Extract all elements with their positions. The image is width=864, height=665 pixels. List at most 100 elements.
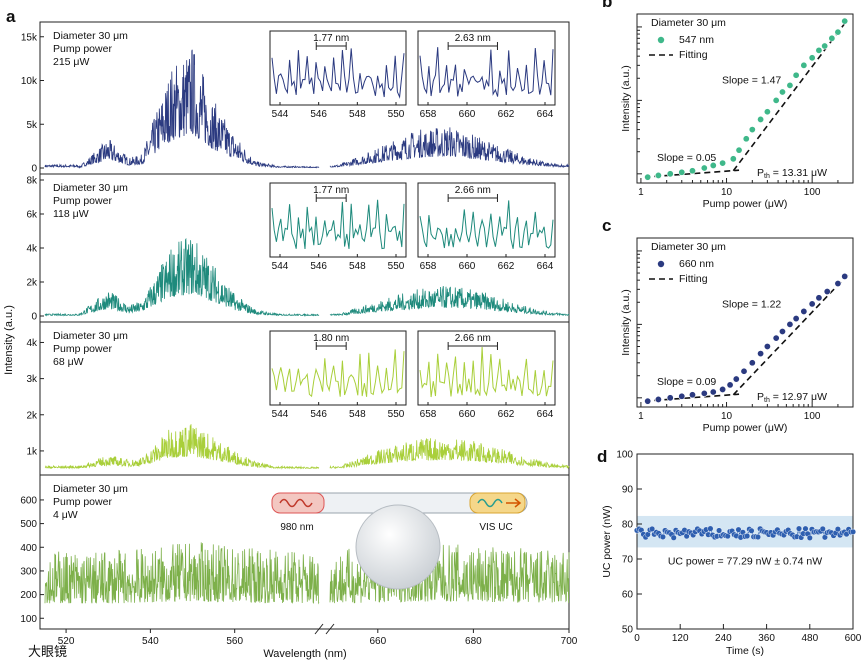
- data-point: [659, 533, 666, 540]
- inset-spectrum: [271, 349, 405, 398]
- data-point: [823, 288, 831, 296]
- legend-title: Diameter 30 μm: [651, 241, 726, 253]
- data-point: [732, 375, 740, 383]
- data-point: [666, 170, 674, 178]
- legend-marker: [657, 36, 665, 44]
- data-point: [815, 294, 823, 302]
- data-point: [716, 527, 723, 534]
- inset-xtick-label: 658: [420, 409, 437, 420]
- inset-xtick-label: 544: [272, 109, 289, 120]
- panel-a-label: a: [6, 7, 16, 26]
- data-point: [786, 320, 794, 328]
- inset-frame: [417, 30, 556, 106]
- xtick-label: 10: [721, 411, 733, 422]
- data-point: [763, 342, 771, 350]
- data-point: [792, 315, 800, 323]
- inset-xtick-label: 660: [459, 409, 476, 420]
- data-point: [808, 300, 816, 308]
- inset-xtick-label: 662: [498, 109, 515, 120]
- panel-a-ytick-label: 500: [20, 519, 37, 530]
- data-point: [740, 367, 748, 375]
- xtick-label: 1: [638, 187, 644, 198]
- data-point: [644, 173, 652, 181]
- panel-a-ytick-label: 5k: [26, 120, 38, 131]
- panel-a-ytick-label: 3k: [26, 374, 38, 385]
- legend-marker: [657, 260, 665, 268]
- inset-xtick-label: 662: [498, 409, 515, 420]
- data-point: [834, 28, 842, 36]
- data-point: [748, 527, 755, 534]
- data-point: [654, 171, 662, 179]
- inset-spectrum: [419, 346, 554, 398]
- legend-text: Diameter 30 μm: [53, 182, 128, 194]
- data-point: [709, 388, 717, 396]
- data-point: [666, 394, 674, 402]
- peak-spacing-label: 2.66 nm: [455, 333, 491, 344]
- legend-text: 4 μW: [53, 509, 78, 521]
- inset-xtick-label: 664: [537, 109, 554, 120]
- panel-c-frame: [636, 237, 854, 408]
- panel-a-ytick-label: 4k: [26, 244, 38, 255]
- legend-text: 68 μW: [53, 356, 84, 368]
- schematic-label-left: 980 nm: [280, 522, 313, 533]
- xtick-label: 240: [715, 633, 732, 644]
- data-point: [709, 161, 717, 169]
- xtick-label: 120: [672, 633, 689, 644]
- data-point: [841, 272, 849, 280]
- data-point: [850, 528, 857, 535]
- data-point: [757, 350, 765, 358]
- panel-a-xtick-label: 540: [142, 636, 159, 647]
- ytick-label: 80: [622, 520, 634, 531]
- data-point: [796, 525, 803, 532]
- inset-xtick-label: 660: [459, 261, 476, 272]
- spectrum-line: [44, 49, 320, 169]
- legend-text: 118 μW: [53, 208, 89, 220]
- xtick-label: 100: [804, 411, 821, 422]
- inset-xtick-label: 662: [498, 261, 515, 272]
- data-point: [726, 381, 734, 389]
- panel-a-ytick-label: 10k: [21, 76, 38, 87]
- inset-spectrum: [271, 48, 405, 99]
- data-point: [802, 525, 809, 532]
- panel-a-xtick-label: 560: [226, 636, 243, 647]
- data-point: [735, 146, 743, 154]
- panel-a-ytick-label: 600: [20, 495, 37, 506]
- xtick-label: 360: [758, 633, 775, 644]
- legend-text: Diameter 30 μm: [53, 483, 128, 495]
- panel-a-ytick-label: 2k: [26, 278, 38, 289]
- data-point: [754, 534, 761, 541]
- data-point: [819, 525, 826, 532]
- spectrum-line: [44, 424, 320, 470]
- data-point: [748, 359, 756, 367]
- panel-c-label: c: [602, 216, 611, 235]
- panel-a-ytick-label: 0: [31, 312, 37, 323]
- inset-spectrum: [419, 47, 554, 97]
- uc-power-annotation: UC power = 77.29 nW ± 0.74 nW: [668, 555, 822, 567]
- panel-a-ytick-label: 400: [20, 543, 37, 554]
- ylabel: UC power (nW): [601, 505, 613, 577]
- panel-b-frame: [636, 13, 854, 184]
- data-point: [719, 159, 727, 167]
- xlabel: Pump power (μW): [703, 422, 788, 434]
- panel-a-ytick-label: 300: [20, 566, 37, 577]
- data-point: [688, 391, 696, 399]
- inset-spectrum: [271, 199, 405, 250]
- ytick-label: 90: [622, 485, 634, 496]
- data-point: [748, 126, 756, 134]
- legend-text: Fitting: [679, 273, 708, 285]
- data-point: [772, 334, 780, 342]
- microsphere: [355, 504, 441, 590]
- panel-a-xtick-label: 680: [465, 636, 482, 647]
- panel-a-ytick-label: 6k: [26, 210, 38, 221]
- ytick-label: 50: [622, 625, 634, 636]
- threshold-label: Pth = 12.97 μW: [757, 391, 827, 404]
- panel-a-xtick-label: 520: [58, 636, 75, 647]
- data-point: [806, 534, 813, 541]
- data-point: [828, 34, 836, 42]
- data-point: [654, 395, 662, 403]
- data-point: [786, 81, 794, 89]
- ytick-label: 60: [622, 590, 634, 601]
- panel-a-ytick-label: 2k: [26, 410, 38, 421]
- peak-spacing-label: 2.66 nm: [455, 185, 491, 196]
- fit-line: [732, 19, 849, 172]
